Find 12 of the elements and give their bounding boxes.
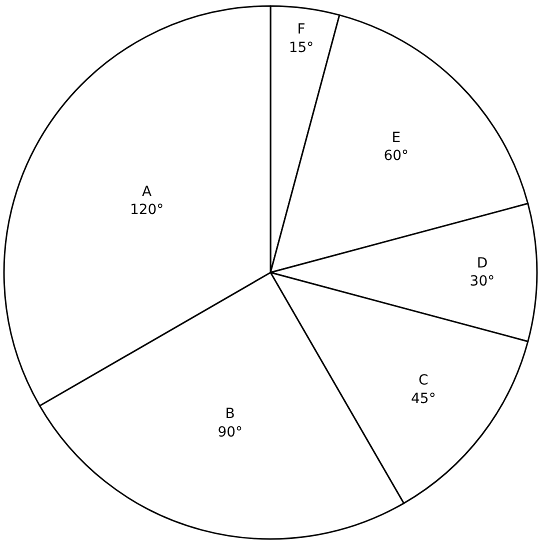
slice-label: C: [418, 372, 429, 389]
slice-label: F: [297, 22, 306, 38]
data-label: 60°: [384, 148, 409, 164]
data-label: 120°: [130, 202, 164, 218]
data-label: 90°: [218, 424, 243, 440]
data-label: 15°: [288, 40, 314, 56]
slice-label: B: [225, 406, 235, 422]
slice-label: D: [476, 255, 488, 272]
slice-label: E: [392, 130, 401, 146]
data-label: 45°: [411, 390, 436, 407]
slice-label: A: [142, 184, 152, 200]
data-label: 30°: [470, 274, 495, 290]
